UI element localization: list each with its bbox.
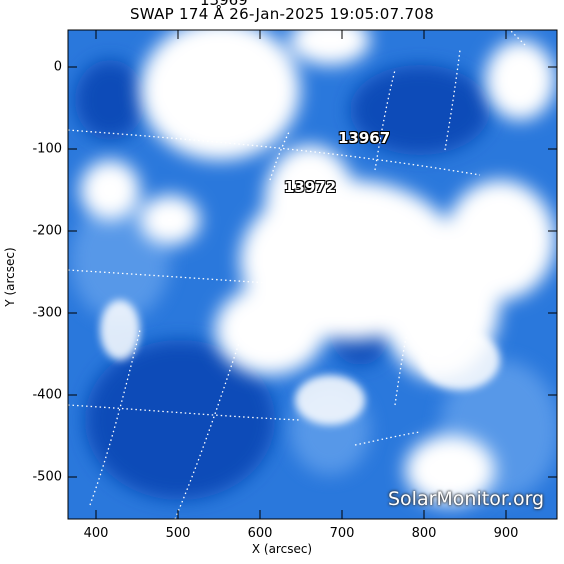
active-region-label: 13967 [338,129,391,147]
active-region-label: 13972 [284,178,337,196]
x-tick-label: 900 [493,526,519,541]
x-tick-label: 700 [329,526,355,541]
solar-emission-map [68,30,557,519]
y-tick-label: -100 [32,141,62,157]
heliographic-grid [68,30,526,519]
y-axis-label: Y (arcsec) [3,247,17,307]
x-tick-label: 800 [411,526,437,541]
watermark: SolarMonitor.org [388,488,545,510]
plot-frame [67,29,558,520]
y-tick-label: -300 [32,305,62,321]
x-axis-ticks [95,30,507,519]
x-tick-label: 400 [83,526,109,541]
x-tick-label: 600 [247,526,273,541]
y-axis-ticks [68,66,557,478]
x-tick-label: 500 [165,526,191,541]
y-tick-label: 0 [53,59,62,75]
y-tick-label: -400 [32,387,62,403]
image-title: SWAP 174 Å 26-Jan-2025 19:05:07.708 [129,5,435,23]
y-tick-label: -500 [32,469,62,485]
clipped-region-label: 13969 [200,0,248,9]
x-axis-label: X (arcsec) [251,542,313,556]
y-tick-label: -200 [32,223,62,239]
